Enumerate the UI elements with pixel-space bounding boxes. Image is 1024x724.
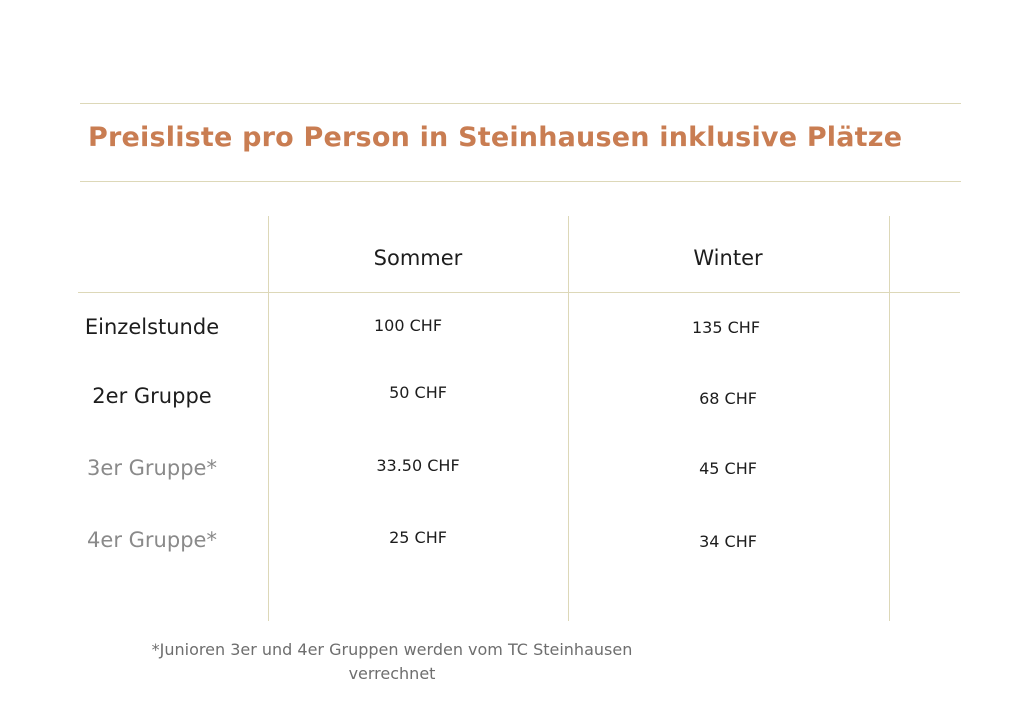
price-sommer-4er-gruppe: 25 CHF (389, 528, 447, 547)
price-winter-einzelstunde: 135 CHF (691, 318, 761, 337)
row-label-3er-gruppe: 3er Gruppe* (87, 456, 217, 480)
title-bottom-rule (80, 181, 961, 182)
row-label-einzelstunde: Einzelstunde (84, 315, 220, 339)
table-header-rule (78, 292, 960, 293)
row-label-4er-gruppe: 4er Gruppe* (87, 528, 217, 552)
price-sommer-2er-gruppe: 50 CHF (389, 383, 447, 402)
price-sommer-3er-gruppe: 33.50 CHF (376, 456, 460, 475)
column-header-sommer: Sommer (373, 246, 463, 270)
table-divider-1 (268, 216, 269, 621)
table-divider-2 (568, 216, 569, 621)
title-top-rule (80, 103, 961, 104)
price-winter-2er-gruppe: 68 CHF (699, 389, 757, 408)
row-label-2er-gruppe: 2er Gruppe (92, 384, 212, 408)
column-header-winter: Winter (693, 246, 763, 270)
footnote: *Junioren 3er und 4er Gruppen werden vom… (151, 640, 633, 683)
price-winter-4er-gruppe: 34 CHF (699, 532, 757, 551)
price-sommer-einzelstunde: 100 CHF (373, 316, 443, 335)
table-divider-3 (889, 216, 890, 621)
price-winter-3er-gruppe: 45 CHF (699, 459, 757, 478)
page-title: Preisliste pro Person in Steinhausen ink… (88, 122, 903, 153)
